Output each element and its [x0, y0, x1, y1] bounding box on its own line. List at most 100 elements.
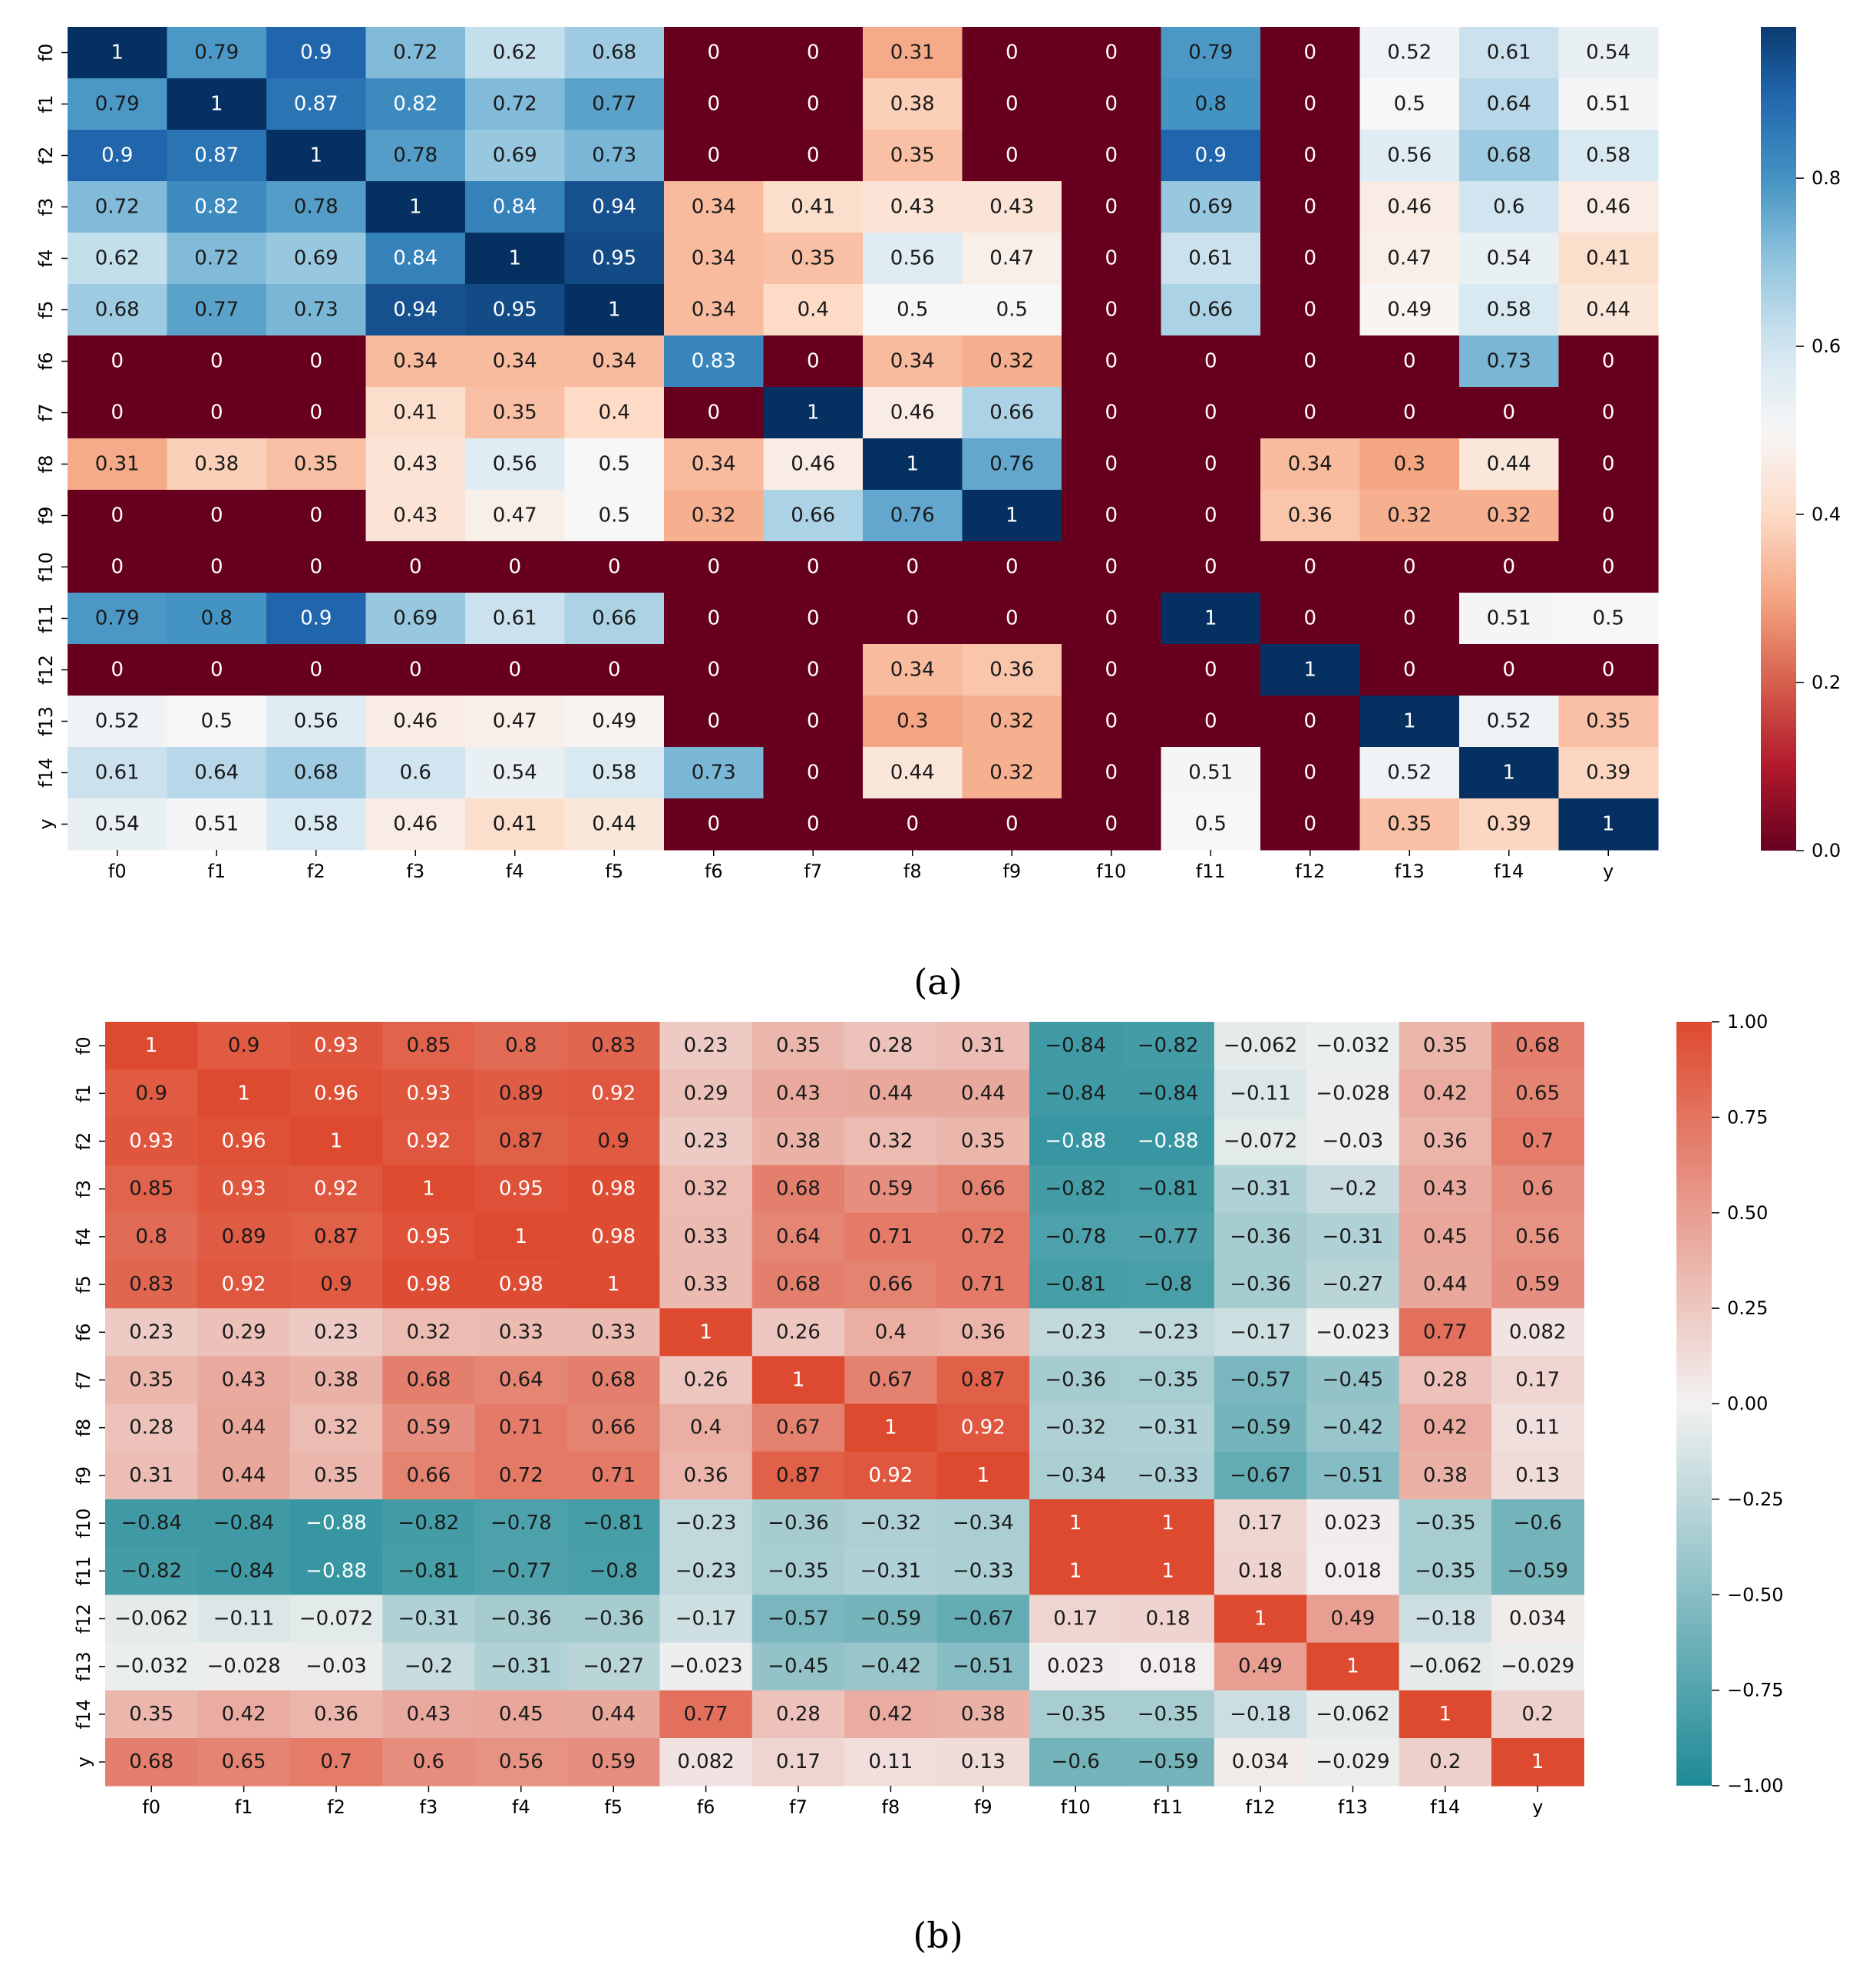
- heatmap-cell: [659, 1022, 753, 1070]
- heatmap-cell: [197, 1308, 291, 1357]
- cell-value-label: 0: [1105, 659, 1118, 682]
- heatmap-cell: [844, 1642, 938, 1691]
- heatmap-cell: [1491, 1022, 1584, 1070]
- cell-value-label: 0.43: [989, 196, 1034, 219]
- cell-value-label: 0.4: [599, 402, 630, 425]
- panel-label: (a): [913, 961, 962, 1003]
- cell-value-label: 0.95: [493, 299, 537, 322]
- cell-value-label: 0.29: [684, 1082, 728, 1105]
- heatmap-cell: [1121, 1451, 1215, 1500]
- cell-value-label: −0.27: [583, 1655, 644, 1678]
- heatmap-cell: [1161, 335, 1261, 388]
- cell-value-label: −0.023: [1316, 1320, 1389, 1343]
- cell-value-label: 0.34: [692, 247, 736, 270]
- cell-value-label: 0.65: [1515, 1082, 1560, 1105]
- cell-value-label: −0.84: [1138, 1082, 1199, 1105]
- y-tick-label: f8: [35, 455, 57, 474]
- heatmap-cell: [1029, 1403, 1122, 1452]
- cell-value-label: 0.68: [1515, 1034, 1560, 1057]
- heatmap-cell: [1306, 1308, 1400, 1357]
- cell-value-label: 0.35: [493, 402, 537, 425]
- cell-value-label: 0.68: [95, 299, 140, 322]
- x-tick-label: y: [1603, 861, 1613, 882]
- y-tick-label: f9: [73, 1466, 94, 1485]
- colorbar-tick-label: −0.25: [1727, 1489, 1784, 1510]
- heatmap-cell: [1161, 233, 1261, 285]
- heatmap-cell: [1161, 78, 1261, 131]
- cell-value-label: 0: [1105, 196, 1118, 219]
- heatmap-cell: [365, 644, 466, 696]
- cell-value-label: 0.28: [776, 1703, 821, 1726]
- x-tick-label: f2: [307, 861, 325, 882]
- cell-value-label: −0.6: [1514, 1512, 1562, 1535]
- cell-value-label: 0.41: [393, 402, 438, 425]
- cell-value-label: 0: [1006, 41, 1019, 64]
- cell-value-label: −0.31: [1230, 1178, 1291, 1201]
- heatmap-cell: [465, 284, 566, 336]
- heatmap-cell: [567, 1117, 660, 1166]
- cell-value-label: 0: [111, 556, 124, 579]
- heatmap-cell: [1491, 1547, 1584, 1595]
- cell-value-label: 0.18: [1146, 1608, 1191, 1631]
- cell-value-label: 0.47: [493, 504, 537, 527]
- heatmap-cell: [68, 593, 168, 645]
- heatmap-cell: [105, 1022, 198, 1070]
- cell-value-label: 0.62: [95, 247, 140, 270]
- y-tick-label: f13: [35, 706, 57, 736]
- heatmap-cell: [1306, 1022, 1400, 1070]
- cell-value-label: −0.23: [675, 1559, 737, 1582]
- cell-value-label: 0: [1105, 350, 1118, 373]
- cell-value-label: 0.8: [505, 1034, 537, 1057]
- cell-value-label: −0.31: [1323, 1225, 1384, 1248]
- cell-value-label: 1: [1069, 1512, 1082, 1535]
- cell-value-label: 0.28: [868, 1034, 913, 1057]
- heatmap-cell: [1121, 1165, 1215, 1214]
- heatmap-cell: [266, 387, 367, 439]
- heatmap-cell: [1558, 593, 1659, 645]
- cell-value-label: 0.52: [1487, 710, 1531, 733]
- heatmap-cell: [68, 284, 168, 336]
- heatmap-cell: [1161, 130, 1261, 182]
- heatmap-cell: [1260, 747, 1361, 799]
- cell-value-label: 0: [807, 659, 820, 682]
- cell-value-label: 0: [707, 659, 720, 682]
- cell-value-label: 0.5: [599, 453, 630, 476]
- cell-value-label: 0: [1105, 93, 1118, 116]
- cell-value-label: −0.32: [860, 1512, 922, 1535]
- y-tick-label: f11: [73, 1556, 94, 1586]
- heatmap-cell: [659, 1356, 753, 1405]
- heatmap-cell: [936, 1261, 1030, 1309]
- heatmap-cell: [936, 1117, 1030, 1166]
- heatmap-cell: [751, 1595, 845, 1644]
- cell-value-label: 0.78: [294, 196, 339, 219]
- colorbar: [1676, 1022, 1712, 1786]
- heatmap-cell: [567, 1547, 660, 1595]
- heatmap-cell: [863, 78, 963, 131]
- heatmap-cell: [1399, 1261, 1492, 1309]
- x-tick-label: f14: [1494, 861, 1524, 882]
- y-tick-label: f7: [35, 404, 57, 422]
- cell-value-label: 0.84: [493, 196, 537, 219]
- cell-value-label: 0.87: [499, 1130, 543, 1153]
- cell-value-label: 0: [1303, 710, 1316, 733]
- heatmap-cell: [1399, 1117, 1492, 1166]
- heatmap-cell: [1459, 438, 1560, 491]
- heatmap-cell: [1306, 1165, 1400, 1214]
- cell-value-label: 0: [1403, 402, 1416, 425]
- heatmap-cell: [1491, 1499, 1584, 1548]
- cell-value-label: 0.51: [1586, 93, 1630, 116]
- cell-value-label: 0.44: [591, 1703, 636, 1726]
- cell-value-label: 0.38: [961, 1703, 1006, 1726]
- heatmap-cell: [474, 1451, 568, 1500]
- heatmap-cell: [659, 1690, 753, 1739]
- cell-value-label: 0.5: [599, 504, 630, 527]
- cell-value-label: 0: [1204, 350, 1217, 373]
- heatmap-cell: [1029, 1642, 1122, 1691]
- heatmap-cell: [751, 1356, 845, 1405]
- cell-value-label: 0.98: [591, 1178, 636, 1201]
- cell-value-label: −0.36: [583, 1608, 644, 1631]
- cell-value-label: −0.27: [1323, 1273, 1384, 1296]
- cell-value-label: 0.2: [1522, 1703, 1554, 1726]
- cell-value-label: −0.84: [1045, 1034, 1106, 1057]
